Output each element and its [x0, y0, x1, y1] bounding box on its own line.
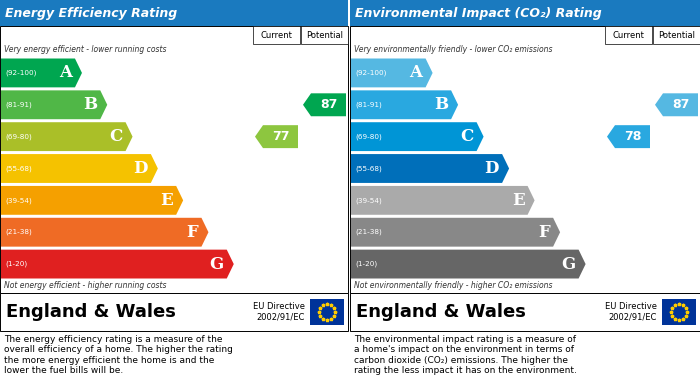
Text: E: E: [512, 192, 524, 209]
Text: EU Directive
2002/91/EC: EU Directive 2002/91/EC: [605, 302, 657, 322]
Text: Current: Current: [260, 30, 293, 39]
Polygon shape: [1, 186, 183, 215]
Text: Environmental Impact (CO₂) Rating: Environmental Impact (CO₂) Rating: [355, 7, 602, 20]
Text: 87: 87: [672, 98, 690, 111]
Bar: [350, 26, 700, 293]
Text: Very energy efficient - lower running costs: Very energy efficient - lower running co…: [4, 45, 167, 54]
Bar: [0, 293, 348, 331]
Polygon shape: [1, 249, 234, 278]
Text: The energy efficiency rating is a measure of the
overall efficiency of a home. T: The energy efficiency rating is a measur…: [4, 335, 233, 375]
Text: E: E: [160, 192, 173, 209]
Text: (55-68): (55-68): [355, 165, 382, 172]
Text: Potential: Potential: [306, 30, 343, 39]
Text: F: F: [187, 224, 199, 241]
Text: C: C: [109, 128, 122, 145]
Text: 78: 78: [624, 130, 641, 143]
Text: Very environmentally friendly - lower CO₂ emissions: Very environmentally friendly - lower CO…: [354, 45, 552, 54]
Text: Not environmentally friendly - higher CO₂ emissions: Not environmentally friendly - higher CO…: [354, 281, 552, 290]
Polygon shape: [1, 218, 209, 247]
Text: 87: 87: [320, 98, 337, 111]
Text: (69-80): (69-80): [5, 133, 32, 140]
Text: B: B: [83, 96, 97, 113]
Polygon shape: [351, 90, 458, 119]
Bar: [662, 299, 696, 325]
Text: Energy Efficiency Rating: Energy Efficiency Rating: [5, 7, 177, 20]
Bar: [653, 26, 700, 44]
Polygon shape: [255, 125, 298, 148]
Text: (81-91): (81-91): [5, 102, 32, 108]
Text: A: A: [410, 65, 423, 81]
Text: (69-80): (69-80): [355, 133, 382, 140]
Bar: [350, 0, 700, 26]
Text: (81-91): (81-91): [355, 102, 382, 108]
Bar: [301, 26, 348, 44]
Polygon shape: [351, 186, 535, 215]
Polygon shape: [1, 122, 132, 151]
Polygon shape: [351, 218, 560, 247]
Text: Current: Current: [612, 30, 645, 39]
Text: (1-20): (1-20): [355, 261, 377, 267]
Text: (92-100): (92-100): [5, 70, 36, 76]
Text: (21-38): (21-38): [355, 229, 382, 235]
Text: D: D: [484, 160, 499, 177]
Text: The environmental impact rating is a measure of
a home's impact on the environme: The environmental impact rating is a mea…: [354, 335, 577, 375]
Bar: [0, 0, 348, 26]
Text: (21-38): (21-38): [5, 229, 32, 235]
Text: (39-54): (39-54): [355, 197, 382, 204]
Text: (1-20): (1-20): [5, 261, 27, 267]
Bar: [605, 26, 652, 44]
Text: A: A: [59, 65, 72, 81]
Text: B: B: [434, 96, 448, 113]
Polygon shape: [351, 154, 509, 183]
Polygon shape: [1, 90, 107, 119]
Polygon shape: [351, 59, 433, 87]
Text: Not energy efficient - higher running costs: Not energy efficient - higher running co…: [4, 281, 167, 290]
Text: 77: 77: [272, 130, 289, 143]
Text: England & Wales: England & Wales: [356, 303, 526, 321]
Polygon shape: [351, 249, 586, 278]
Polygon shape: [351, 122, 484, 151]
Text: (92-100): (92-100): [355, 70, 386, 76]
Polygon shape: [607, 125, 650, 148]
Text: D: D: [134, 160, 148, 177]
Polygon shape: [1, 59, 82, 87]
Text: F: F: [538, 224, 550, 241]
Text: (55-68): (55-68): [5, 165, 32, 172]
Text: G: G: [561, 256, 575, 273]
Text: G: G: [209, 256, 224, 273]
Polygon shape: [1, 154, 158, 183]
Bar: [350, 293, 700, 331]
Text: (39-54): (39-54): [5, 197, 32, 204]
Polygon shape: [655, 93, 698, 116]
Text: Potential: Potential: [658, 30, 695, 39]
Bar: [0, 26, 348, 293]
Bar: [253, 26, 300, 44]
Text: EU Directive
2002/91/EC: EU Directive 2002/91/EC: [253, 302, 305, 322]
Polygon shape: [303, 93, 346, 116]
Bar: [310, 299, 344, 325]
Text: England & Wales: England & Wales: [6, 303, 176, 321]
Text: C: C: [461, 128, 474, 145]
